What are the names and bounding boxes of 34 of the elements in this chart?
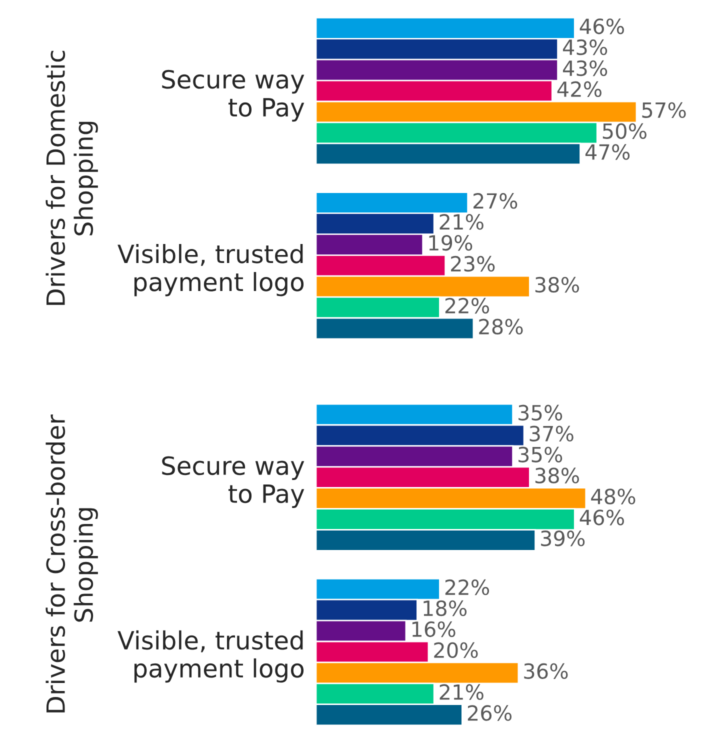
data-label: 18% (424, 600, 467, 616)
data-label: 50% (602, 123, 646, 139)
data-label: 35% (518, 404, 562, 421)
data-label: 19% (429, 234, 472, 251)
y-tick-label: Secure way to Pay (162, 456, 304, 508)
y-axis-title: Drivers for Domestic Shopping (46, 50, 98, 305)
data-label: 36% (524, 663, 568, 679)
data-label: 21% (440, 684, 484, 700)
data-label: 28% (479, 318, 523, 335)
y-tick-label: Visible, trusted payment logo (118, 244, 304, 296)
data-label: 23% (451, 256, 495, 272)
data-label: 46% (580, 18, 624, 34)
data-label: 46% (580, 510, 624, 526)
data-label: 22% (445, 298, 490, 314)
data-label: 42% (557, 81, 602, 98)
data-label: 21% (440, 214, 484, 230)
y-tick-label: Secure way to Pay (162, 70, 304, 122)
data-label: 43% (562, 39, 608, 56)
y-axis-title: Drivers for Cross-border Shopping (46, 414, 98, 712)
data-label: 47% (585, 144, 630, 160)
data-label: 16% (412, 621, 456, 638)
data-label: 38% (535, 468, 579, 484)
data-label: 39% (541, 530, 585, 546)
data-label: 37% (530, 426, 574, 442)
y-tick-label: Visible, trusted payment logo (118, 630, 304, 683)
data-label: 38% (535, 276, 579, 293)
data-label: 35% (518, 446, 562, 462)
data-label: 26% (468, 705, 512, 721)
data-label: 20% (434, 642, 478, 658)
data-label: 22% (445, 579, 490, 596)
data-label: 57% (642, 102, 686, 118)
data-label: 43% (562, 60, 608, 76)
data-label: 48% (591, 488, 636, 504)
data-label: 27% (474, 193, 518, 209)
